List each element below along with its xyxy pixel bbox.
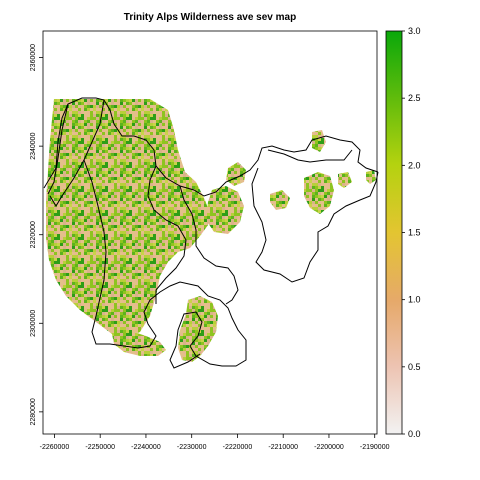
raster-patch-main-west — [46, 99, 210, 338]
map-title: Trinity Alps Wilderness ave sev map — [123, 12, 297, 23]
wilderness-boundary — [43, 97, 379, 369]
legend-tick-label: 2.0 — [408, 160, 421, 170]
boundary-center — [179, 185, 239, 305]
boundary-outer-west — [43, 97, 379, 197]
severity-raster — [46, 99, 376, 362]
legend-tick-label: 0.0 — [408, 429, 421, 439]
legend: 0.0 0.5 1.0 1.5 2.0 2.5 3.0 — [385, 26, 421, 439]
raster-patch-south-center — [178, 296, 218, 362]
x-tick-label: -2220000 — [223, 444, 253, 451]
x-tick-label: -2190000 — [360, 444, 390, 451]
legend-tick-label: 2.5 — [408, 93, 421, 103]
raster-patch-south-west — [112, 330, 166, 356]
raster-patch-center-east — [206, 186, 244, 234]
legend-tick-label: 1.0 — [408, 295, 421, 305]
raster-patch-east-3 — [338, 172, 352, 188]
raster-patch-east-1 — [304, 172, 334, 214]
y-axis: 2280000 2300000 2320000 2340000 2360000 — [30, 44, 43, 425]
x-tick-label: -2240000 — [131, 444, 161, 451]
x-tick-label: -2260000 — [40, 444, 70, 451]
x-tick-label: -2230000 — [177, 444, 207, 451]
legend-tick-label: 1.5 — [408, 228, 421, 238]
x-tick-label: -2210000 — [268, 444, 298, 451]
legend-tick-label: 3.0 — [408, 26, 421, 36]
legend-colorbar — [385, 30, 403, 435]
y-tick-label: 2300000 — [30, 310, 37, 337]
x-tick-label: -2200000 — [314, 444, 344, 451]
y-tick-label: 2360000 — [30, 44, 37, 71]
boundary-west-lobe — [47, 103, 247, 369]
x-axis: -2260000 -2250000 -2240000 -2230000 -2220000… — [40, 434, 390, 451]
raster-patch-east-5 — [366, 170, 376, 184]
y-tick-label: 2280000 — [30, 398, 37, 425]
legend-tick-label: 0.5 — [408, 362, 421, 372]
raster-patch-east-2 — [312, 130, 326, 152]
boundary-east-lobe — [251, 167, 379, 283]
legend-ticks: 0.0 0.5 1.0 1.5 2.0 2.5 3.0 — [402, 26, 421, 439]
boundary-center-loop — [147, 165, 187, 304]
x-tick-label: -2250000 — [85, 444, 115, 451]
boundary-inner-west — [49, 99, 105, 207]
raster-patch-east-4 — [270, 190, 290, 210]
boundary-east-upper — [267, 149, 353, 163]
y-tick-label: 2320000 — [30, 221, 37, 248]
y-tick-label: 2340000 — [30, 132, 37, 159]
